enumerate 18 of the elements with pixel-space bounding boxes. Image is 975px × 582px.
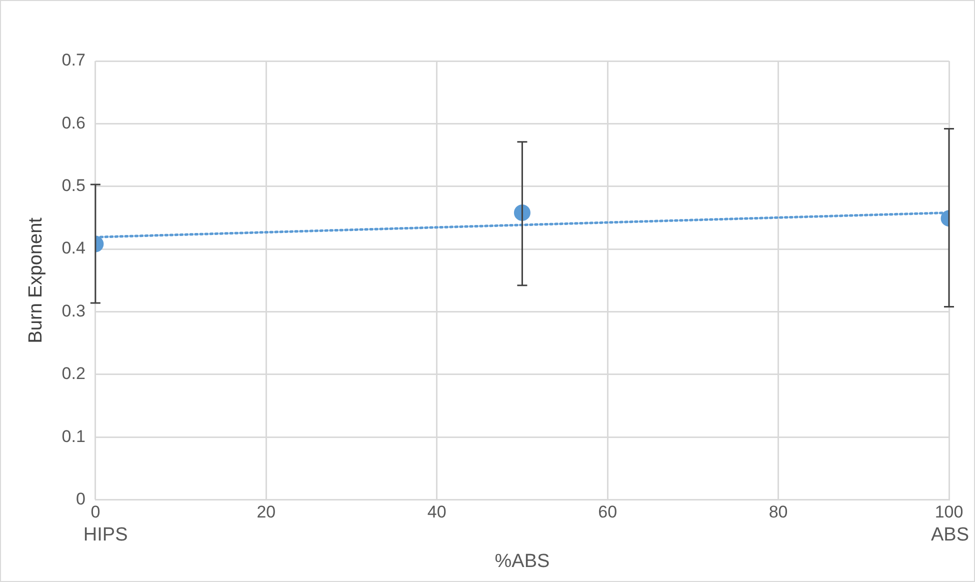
y-tick-label: 0.4 [62,238,86,258]
x-tick-label: 0 [90,502,100,522]
x-tick-label: 60 [598,502,618,522]
x-tick-label: 100 [934,502,964,522]
y-tick-label: 0.7 [62,50,86,70]
y-tick-label: 0.3 [62,301,86,320]
y-tick-label: 0 [76,489,86,508]
y-tick-label: 0.2 [62,364,86,384]
x-tick-label: 40 [427,502,446,522]
y-tick-label: 0.6 [62,113,86,132]
x-axis-title: %ABS [494,550,550,572]
y-tick-label: 0.1 [62,426,86,446]
text: ABS [930,524,969,546]
x-tick-label: 80 [768,502,788,522]
y-axis-title: Burn Exponent [26,216,47,344]
y-tick-label: 0.5 [62,176,86,196]
x-tick-label: 20 [256,502,276,522]
text: HIPS [83,524,128,546]
